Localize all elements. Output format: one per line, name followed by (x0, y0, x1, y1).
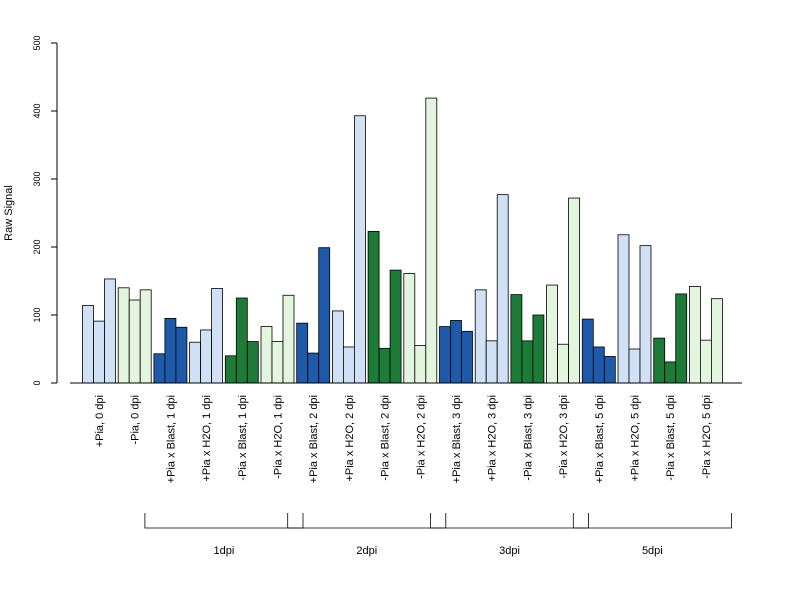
bar (235, 297, 248, 384)
y-tick-label: 500 (32, 35, 42, 50)
x-tick-label: +Pia x Blast, 2 dpi (308, 395, 320, 483)
bar (689, 286, 701, 384)
bar (485, 340, 498, 384)
bar (153, 353, 166, 384)
bar (139, 289, 152, 384)
bar (439, 326, 451, 384)
x-tick-label: -Pia x Blast, 5 dpi (665, 395, 677, 481)
y-tick-label: 400 (32, 103, 42, 118)
bar (711, 298, 723, 384)
bar (592, 346, 605, 384)
bar (224, 355, 237, 384)
y-tick-label: 300 (32, 171, 42, 186)
bar (307, 352, 320, 384)
x-tick-label: -Pia x H2O, 3 dpi (558, 395, 570, 479)
x-tick-label: -Pia x H2O, 2 dpi (415, 395, 427, 479)
bar (378, 347, 391, 384)
bar (581, 318, 594, 384)
bar (403, 273, 416, 384)
bar (104, 278, 116, 384)
x-tick-label: -Pia x Blast, 3 dpi (522, 395, 534, 481)
y-axis-title: Raw Signal (3, 185, 15, 241)
bar (128, 299, 141, 384)
x-tick-label: +Pia x H2O, 3 dpi (487, 395, 499, 482)
group-bracket (430, 513, 589, 529)
bar (246, 341, 259, 384)
bar (675, 293, 688, 384)
x-tick-label: -Pia x H2O, 1 dpi (273, 395, 285, 479)
x-tick-label: +Pia x H2O, 5 dpi (630, 395, 642, 482)
group-label: 3dpi (499, 545, 520, 557)
bar (532, 314, 545, 384)
bar (389, 269, 402, 384)
x-tick-label: -Pia x Blast, 2 dpi (380, 395, 392, 481)
bar (282, 294, 295, 384)
bar (496, 194, 509, 384)
bar (271, 341, 284, 384)
bar (296, 322, 309, 384)
x-tick-label: -Pia x H2O, 5 dpi (701, 395, 713, 479)
x-tick-label: -Pia, 0 dpi (130, 395, 142, 445)
bar (664, 361, 677, 384)
group-brackets: 1dpi 2dpi 3dpi 5dpi (144, 513, 732, 557)
bar (342, 346, 355, 384)
y-tick-label: 0 (32, 380, 42, 385)
bar (461, 330, 473, 384)
y-tick-label: 100 (32, 307, 42, 322)
bar (700, 339, 712, 384)
group-bracket (287, 513, 447, 529)
bar (164, 317, 177, 384)
bar (546, 284, 558, 384)
bars (82, 97, 723, 384)
group-label: 2dpi (356, 545, 377, 557)
bar (117, 287, 130, 384)
bar (653, 337, 666, 384)
x-tick-label: -Pia x Blast, 1 dpi (237, 395, 249, 481)
bar (175, 326, 188, 384)
bar (510, 294, 523, 384)
bar (211, 288, 224, 384)
bar (617, 234, 630, 384)
bar (425, 97, 438, 384)
bar (639, 245, 652, 384)
group-label: 5dpi (642, 545, 663, 557)
bar (367, 230, 380, 384)
bar (82, 305, 94, 384)
bar (628, 348, 641, 384)
group-bracket (572, 513, 732, 529)
group-label: 1dpi (214, 545, 235, 557)
bar (318, 247, 331, 384)
bar (450, 320, 462, 384)
x-tick-labels: +Pia, 0 dpi -Pia, 0 dpi +Pia x Blast, 1 dp… (94, 395, 713, 483)
bar (474, 289, 487, 384)
bar (200, 329, 213, 384)
y-tick-label: 200 (32, 239, 42, 254)
bar (353, 115, 366, 384)
bar (414, 345, 427, 384)
bar (521, 340, 534, 384)
bar (603, 356, 616, 384)
bar (93, 320, 105, 384)
group-bracket (144, 513, 304, 529)
x-tick-label: +Pia x Blast, 5 dpi (594, 395, 606, 483)
x-tick-label: +Pia x H2O, 1 dpi (201, 395, 213, 482)
bar (331, 310, 344, 384)
bar (568, 197, 580, 384)
x-tick-label: +Pia x Blast, 3 dpi (451, 395, 463, 483)
bar (260, 326, 273, 384)
x-tick-label: +Pia, 0 dpi (94, 395, 106, 447)
y-axis: 0 100 200 300 400 500 (32, 35, 58, 386)
bar (189, 341, 202, 384)
bar (557, 343, 569, 384)
x-tick-label: +Pia x Blast, 1 dpi (165, 395, 177, 483)
x-tick-label: +Pia x H2O, 2 dpi (344, 395, 356, 482)
